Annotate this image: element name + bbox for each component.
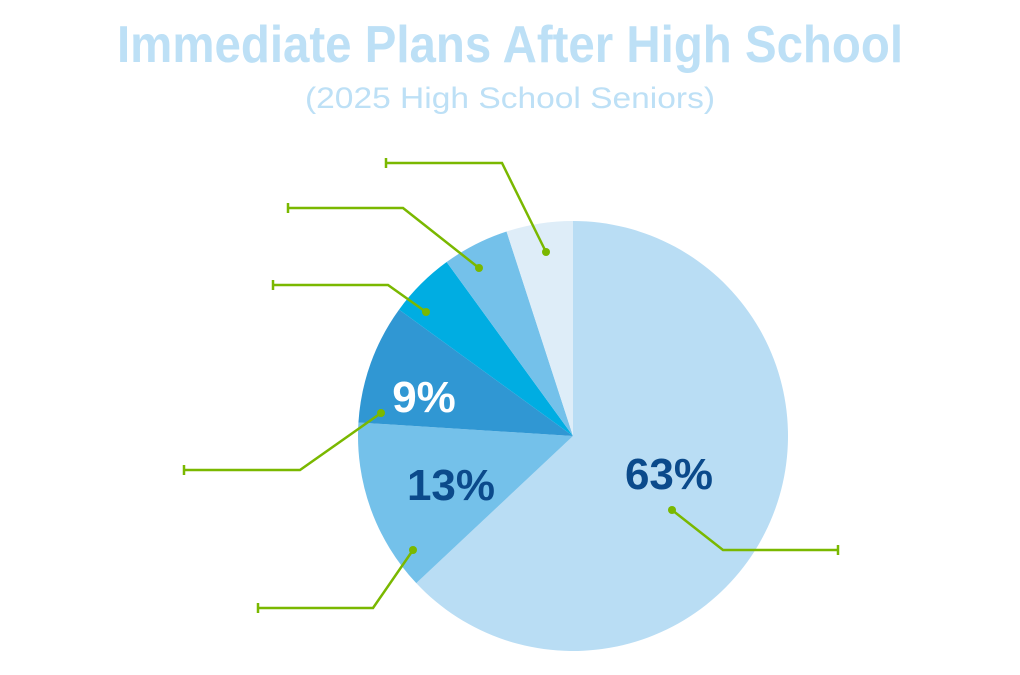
data-label: 13%: [407, 461, 495, 510]
leader-line: [668, 506, 840, 555]
leader-dot: [409, 546, 417, 554]
data-label: 9%: [392, 373, 456, 422]
pie-slice: [446, 231, 573, 436]
chart-title: Immediate Plans After High School: [117, 16, 903, 74]
leader-dot: [475, 264, 483, 272]
data-label: 63%: [625, 450, 713, 499]
leader-dot: [668, 506, 676, 514]
leader-dot: [542, 248, 550, 256]
leader-line: [286, 203, 483, 272]
leader-line: [256, 546, 417, 613]
leader-line: [182, 409, 385, 475]
pie-slice: [399, 262, 573, 436]
pie-slice: [506, 221, 573, 436]
chart-subtitle: (2025 High School Seniors): [305, 82, 715, 115]
pie-slice: [416, 221, 788, 651]
leader-line: [271, 280, 430, 316]
leader-dot: [377, 409, 385, 417]
pie-slice: [358, 422, 573, 584]
leader-dot: [422, 308, 430, 316]
leader-line: [384, 158, 550, 256]
pie-slice: [358, 309, 573, 436]
